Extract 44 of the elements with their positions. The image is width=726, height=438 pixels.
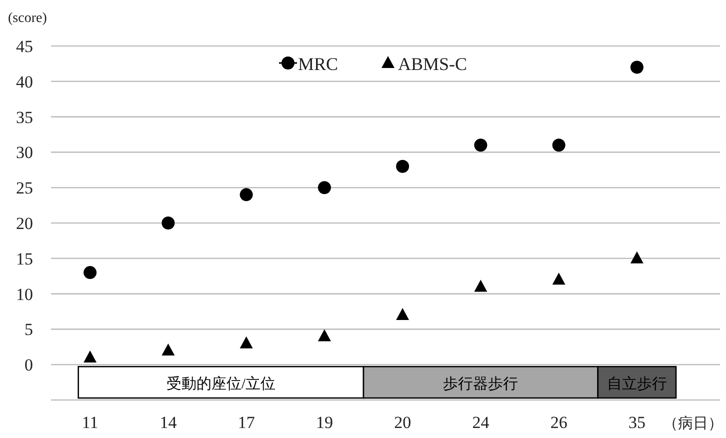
point xyxy=(162,343,175,356)
x-tick-label: 11 xyxy=(82,413,98,432)
point xyxy=(474,280,488,292)
x-tick-label: 26 xyxy=(550,413,568,432)
point xyxy=(474,138,488,152)
x-tick-label: 24 xyxy=(472,413,490,432)
y-tick-label: 25 xyxy=(16,178,33,198)
x-tick-label: 20 xyxy=(394,413,412,432)
point xyxy=(552,138,566,152)
x-axis-title: （病日） xyxy=(663,415,723,432)
y-axis-title: (score) xyxy=(8,11,48,26)
y-tick-label: 45 xyxy=(16,37,33,56)
legend-label: MRC xyxy=(298,54,338,74)
band-label: 自立歩行 xyxy=(606,375,667,392)
legend-label: ABMS-C xyxy=(398,54,468,74)
y-tick-label: 0 xyxy=(24,356,33,375)
point xyxy=(630,251,644,264)
y-tick-label: 40 xyxy=(16,72,33,92)
y-tick-label: 30 xyxy=(16,143,33,162)
point xyxy=(162,216,175,230)
band: 自立歩行 xyxy=(597,366,677,399)
x-tick-label: 14 xyxy=(160,413,178,432)
point xyxy=(84,350,97,363)
band: 歩行器歩行 xyxy=(362,366,599,399)
point xyxy=(396,160,410,173)
point xyxy=(396,308,410,320)
point xyxy=(240,188,253,202)
point xyxy=(318,181,331,194)
y-tick-label: 5 xyxy=(24,320,33,340)
point xyxy=(84,266,97,280)
point xyxy=(552,272,566,285)
y-tick-label: 15 xyxy=(16,249,33,268)
x-tick-label: 19 xyxy=(316,413,333,432)
point xyxy=(240,336,253,348)
band-label: 受動的座位/立位 xyxy=(166,375,276,392)
y-tick-label: 20 xyxy=(16,214,33,233)
x-tick-label: 35 xyxy=(628,413,646,432)
x-tick-label: 17 xyxy=(238,413,256,432)
band: 受動的座位/立位 xyxy=(78,366,364,399)
point xyxy=(318,329,331,342)
band-label: 歩行器歩行 xyxy=(443,375,518,392)
y-tick-label: 35 xyxy=(16,108,33,127)
y-tick-label: 10 xyxy=(16,284,33,304)
point xyxy=(630,60,644,74)
